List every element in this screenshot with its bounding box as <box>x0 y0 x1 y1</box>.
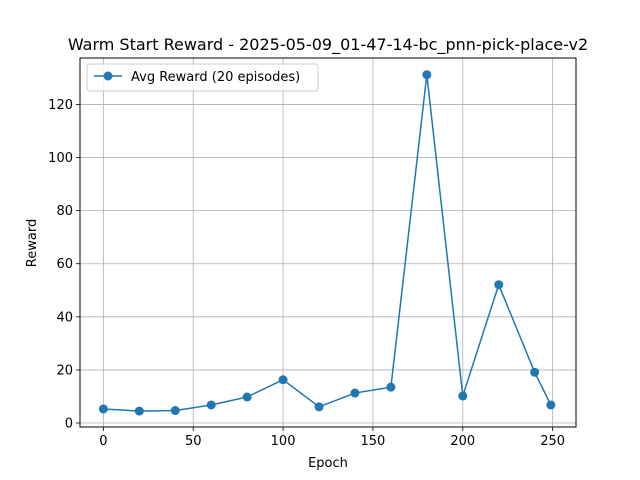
data-point <box>134 406 144 416</box>
x-tick-label: 0 <box>99 434 107 449</box>
data-point <box>350 388 360 398</box>
y-tick-label: 60 <box>56 257 73 272</box>
y-tick-label: 100 <box>48 151 73 166</box>
data-point <box>206 400 216 410</box>
series-layer <box>98 70 556 416</box>
data-point <box>242 392 252 402</box>
data-point <box>458 391 468 401</box>
x-tick-label: 150 <box>361 434 386 449</box>
data-point <box>422 70 432 80</box>
y-axis: 0 20 40 60 80 100 120 <box>48 98 80 432</box>
data-point <box>98 404 108 414</box>
x-tick-label: 250 <box>540 434 565 449</box>
y-tick-label: 40 <box>56 310 73 325</box>
legend-marker-swatch <box>103 71 113 81</box>
data-point <box>494 280 504 290</box>
legend-label: Avg Reward (20 episodes) <box>131 70 300 85</box>
x-axis: 0 50 100 150 200 250 <box>99 427 565 449</box>
x-tick-label: 50 <box>185 434 202 449</box>
data-point <box>530 367 540 377</box>
data-point <box>278 375 288 385</box>
grid <box>80 58 576 427</box>
data-point <box>314 402 324 412</box>
data-point <box>546 400 556 410</box>
y-tick-label: 20 <box>56 363 73 378</box>
y-axis-title: Reward <box>25 219 40 267</box>
legend-box <box>86 63 319 92</box>
y-tick-label: 0 <box>65 417 73 432</box>
x-tick-label: 200 <box>450 434 475 449</box>
chart-title: Warm Start Reward - 2025-05-09_01-47-14-… <box>68 35 588 55</box>
y-tick-label: 120 <box>48 98 73 113</box>
data-point <box>170 406 180 416</box>
data-point <box>386 382 396 392</box>
series-line <box>103 73 552 412</box>
legend: Avg Reward (20 episodes) <box>86 63 319 92</box>
plot-frame <box>79 57 577 428</box>
x-axis-title: Epoch <box>308 456 348 471</box>
x-tick-label: 100 <box>271 434 296 449</box>
y-tick-label: 80 <box>56 204 73 219</box>
